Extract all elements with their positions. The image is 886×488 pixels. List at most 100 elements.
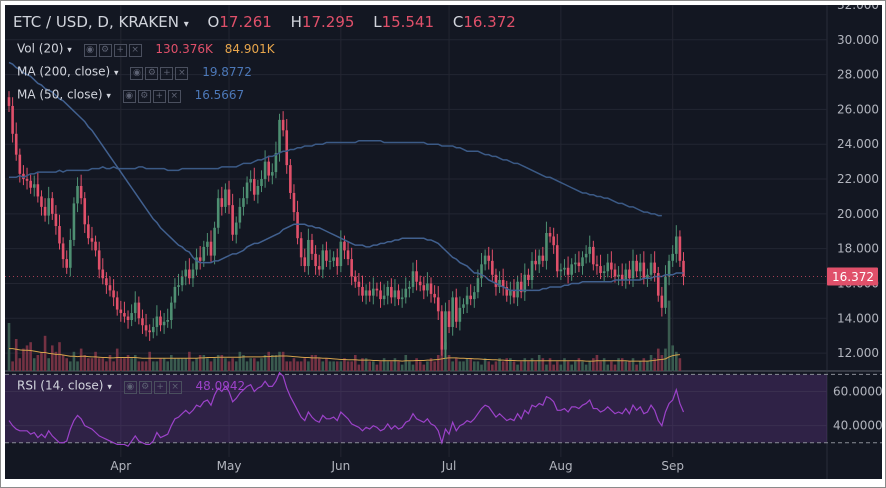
chevron-down-icon[interactable]: ▾ [183, 19, 189, 30]
eye-icon[interactable]: ◉ [122, 90, 136, 103]
candle-body [505, 286, 509, 296]
candle-body [36, 184, 40, 197]
candle-body [65, 259, 69, 268]
gear-icon[interactable]: ⚙ [138, 381, 152, 394]
candle-body [69, 239, 72, 268]
candle-body [148, 330, 151, 333]
candle-body [566, 267, 570, 275]
candle [105, 272, 108, 294]
plus-icon[interactable]: + [113, 44, 127, 57]
plus-icon[interactable]: + [160, 67, 174, 80]
candle-body [144, 325, 148, 331]
volume-bar [170, 355, 173, 371]
volume-bar [299, 361, 303, 371]
volume-bar [512, 361, 516, 371]
volume-bar [119, 358, 123, 371]
volume-bar [151, 361, 155, 371]
candle-body [317, 266, 321, 270]
candle [339, 230, 343, 273]
candle-body [523, 274, 527, 293]
candle-body [390, 286, 393, 298]
candle [303, 248, 307, 273]
candle-body [592, 246, 595, 265]
legend-ma50-label[interactable]: MA (50, close) [17, 87, 103, 102]
volume-bar [620, 358, 624, 371]
candle-body [350, 259, 353, 277]
volume-bar [671, 345, 674, 371]
close-icon[interactable]: × [167, 90, 181, 103]
candle [656, 266, 660, 302]
candle [155, 305, 159, 336]
volume-bar [141, 361, 144, 371]
volume-bar [321, 361, 325, 371]
plus-icon[interactable]: + [153, 381, 167, 394]
volume-bar [87, 358, 90, 371]
candle-body [581, 257, 584, 267]
candle [332, 251, 335, 267]
volume-bar [350, 361, 353, 371]
rsi-tick-label: 40.0000 [833, 419, 882, 433]
candle-body [353, 276, 357, 282]
candle-body [245, 182, 249, 199]
legend-rsi-label[interactable]: RSI (14, close) [17, 378, 104, 393]
candle-body [220, 198, 224, 207]
candle [519, 273, 523, 299]
price-tick-label: 14.000 [837, 311, 879, 325]
candle [126, 310, 130, 329]
volume-bar [397, 361, 400, 371]
candle-body [537, 255, 541, 265]
close-icon[interactable]: × [175, 67, 189, 80]
price-tick-label: 28.000 [837, 68, 879, 82]
gear-icon[interactable]: ⚙ [137, 90, 151, 103]
volume-bar [256, 361, 260, 371]
volume-bar [105, 361, 108, 371]
volume-bar [653, 358, 656, 371]
volume-bar [548, 358, 552, 371]
volume-bar [408, 361, 411, 371]
candle-body [429, 283, 433, 294]
candle [112, 279, 115, 307]
candle-body [498, 279, 501, 287]
eye-icon[interactable]: ◉ [123, 381, 137, 394]
candle [87, 215, 90, 245]
candle-body [260, 179, 263, 186]
symbol-label[interactable]: ETC / USD, D, KRAKEN [13, 13, 179, 31]
volume-bar [581, 361, 584, 371]
close-icon[interactable]: × [168, 381, 182, 394]
price-tick-label: 24.000 [837, 137, 879, 151]
candle [238, 198, 242, 229]
time-axis: Apr May Jun Jul Aug Sep [110, 459, 684, 473]
candle-body [281, 119, 285, 131]
candle [130, 304, 133, 327]
gear-icon[interactable]: ⚙ [145, 67, 159, 80]
close-icon[interactable]: × [128, 44, 142, 57]
chevron-down-icon[interactable]: ▾ [114, 68, 119, 79]
plus-icon[interactable]: + [152, 90, 166, 103]
candle [137, 296, 141, 325]
legend-ma200-label[interactable]: MA (200, close) [17, 64, 111, 79]
candle [660, 286, 664, 317]
candle [47, 186, 50, 225]
candle [97, 241, 101, 279]
candle-body [310, 239, 314, 254]
candle [433, 285, 436, 304]
candle-body [646, 274, 649, 279]
candle [649, 253, 653, 281]
volume-bar [480, 364, 483, 371]
candle [566, 256, 570, 284]
legend-vol-label[interactable]: Vol (20) [17, 41, 64, 56]
chevron-down-icon[interactable]: ▾ [107, 382, 112, 393]
chevron-down-icon[interactable]: ▾ [67, 45, 72, 56]
chevron-down-icon[interactable]: ▾ [106, 91, 111, 102]
time-tick-label: Aug [549, 459, 572, 473]
price-tick-label: 20.000 [837, 207, 879, 221]
eye-icon[interactable]: ◉ [83, 44, 97, 57]
gear-icon[interactable]: ⚙ [98, 44, 112, 57]
eye-icon[interactable]: ◉ [130, 67, 144, 80]
high-value: 17.295 [301, 13, 355, 31]
candle [552, 227, 555, 254]
candle [599, 254, 602, 280]
candle-body [512, 290, 516, 298]
candle [530, 252, 534, 289]
volume-bars [7, 300, 682, 371]
